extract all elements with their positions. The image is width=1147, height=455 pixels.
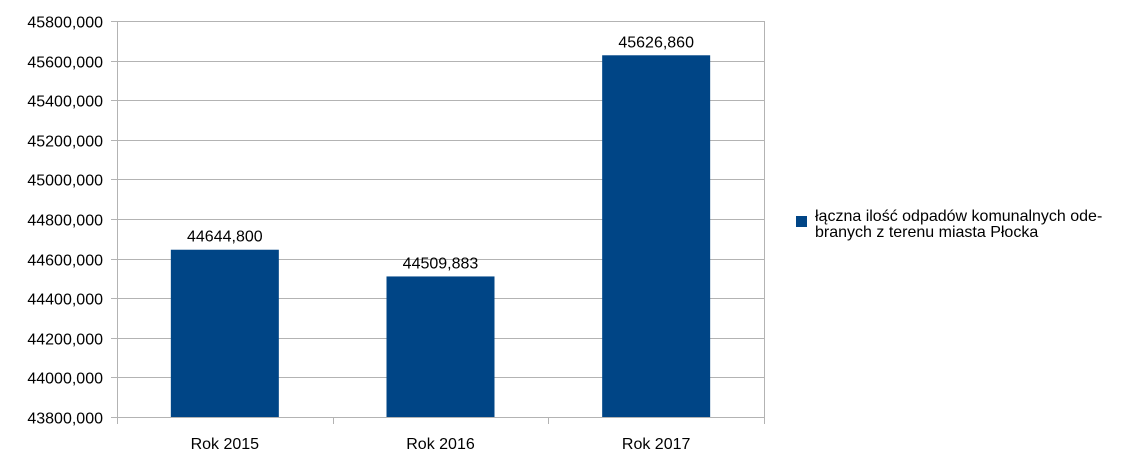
y-tick-label: 44000,000 [27,371,103,388]
y-tick-label: 45000,000 [27,173,103,190]
bars [170,55,711,418]
y-tick-label: 44400,000 [27,292,103,309]
y-tick-label: 45400,000 [27,94,103,111]
labels: 43800,000 44000,000 44200,000 44400,000 4460… [27,15,694,454]
y-tick-label: 44200,000 [27,332,103,349]
y-tick-label: 44600,000 [27,253,103,270]
x-tick-label: Rok 2016 [406,436,475,453]
y-tick-label: 45200,000 [27,134,103,151]
y-tick-label: 43800,000 [27,411,103,428]
bar [602,55,711,418]
data-label: 44509,883 [403,255,479,272]
bar [386,276,495,417]
y-tick-label: 45800,000 [27,15,103,32]
x-tick-label: Rok 2015 [191,436,260,453]
legend-swatch [796,216,807,227]
y-tick-label: 44800,000 [27,213,103,230]
x-tick-label: Rok 2017 [622,436,691,453]
data-label: 45626,860 [618,34,694,51]
y-tick-label: 45600,000 [27,55,103,72]
axes [117,21,765,424]
legend-label: łączna ilość odpadów komunalnych ode-bra… [815,208,1103,241]
legend: łączna ilość odpadów komunalnych ode-bra… [796,209,1141,241]
bar [170,249,279,417]
data-label: 44644,800 [187,229,263,246]
